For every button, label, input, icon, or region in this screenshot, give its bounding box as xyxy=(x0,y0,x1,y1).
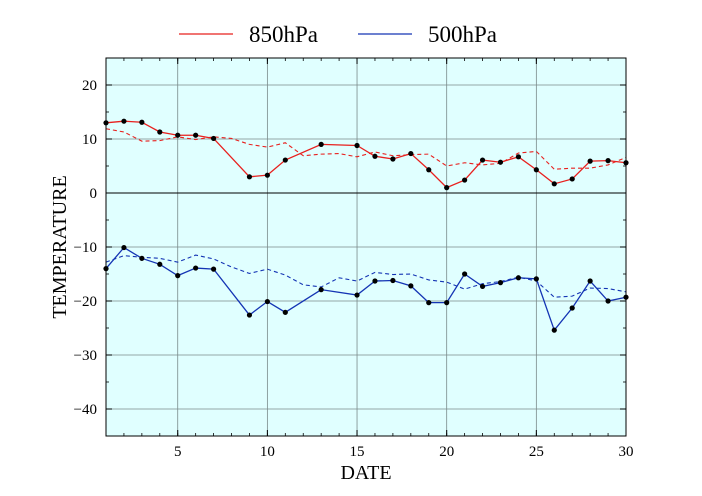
x-tick-label: 5 xyxy=(174,444,182,460)
series-850hpa-point xyxy=(121,118,127,124)
legend-label-500hpa: 500hPa xyxy=(428,22,497,47)
series-850hpa-point xyxy=(318,141,324,147)
y-tick-label: 20 xyxy=(82,78,97,94)
series-500hpa-point xyxy=(193,265,199,271)
series-500hpa-point xyxy=(497,280,504,286)
series-850hpa-point xyxy=(515,154,522,160)
series-850hpa-point xyxy=(264,172,270,178)
series-500hpa-point xyxy=(569,305,575,311)
series-850hpa-point xyxy=(569,176,575,182)
series-850hpa-point xyxy=(390,156,396,162)
series-850hpa-point xyxy=(426,167,432,173)
series-500hpa-point xyxy=(318,287,324,293)
series-500hpa-point xyxy=(139,255,145,261)
series-500hpa-point xyxy=(210,266,217,272)
series-500hpa-point xyxy=(175,273,181,279)
axis-ticks xyxy=(105,57,627,437)
series-500hpa-point xyxy=(605,298,611,304)
series-850hpa-point xyxy=(408,150,414,157)
y-tick-label: −10 xyxy=(74,240,97,256)
series-850hpa-point xyxy=(462,177,468,183)
series-500hpa-point xyxy=(533,276,539,282)
series-850hpa-point xyxy=(193,132,199,138)
series-850hpa-point xyxy=(210,135,217,142)
series-500hpa-point xyxy=(587,278,593,284)
x-tick-label: 30 xyxy=(619,444,634,460)
series-850hpa-point xyxy=(497,159,504,165)
series-500hpa-point xyxy=(372,278,378,284)
series-500hpa-point xyxy=(121,244,127,251)
series-850hpa-point xyxy=(282,157,288,163)
series-850hpa-point xyxy=(479,157,486,163)
series-500hpa-point xyxy=(444,300,450,306)
series-500hpa-reference-line xyxy=(105,254,627,298)
series-850hpa-point xyxy=(551,181,557,187)
series-500hpa-point xyxy=(408,283,414,289)
series-500hpa-point xyxy=(264,298,270,305)
series-850hpa-point xyxy=(354,142,360,149)
y-axis-label: TEMPERATURE xyxy=(49,175,71,318)
x-tick-label: 20 xyxy=(439,444,454,460)
x-tick-label: 25 xyxy=(529,444,544,460)
series-layer xyxy=(103,118,629,333)
y-tick-label: −40 xyxy=(74,402,97,418)
series-850hpa-point xyxy=(372,153,378,159)
series-850hpa-point xyxy=(444,185,450,191)
series-500hpa-point xyxy=(462,271,468,277)
series-850hpa-point xyxy=(157,129,163,135)
series-500hpa-point xyxy=(246,312,253,318)
series-500hpa-point xyxy=(390,277,396,284)
series-850hpa-point xyxy=(246,174,253,180)
series-500hpa-point xyxy=(282,309,288,315)
series-500hpa-point xyxy=(551,327,557,333)
y-tick-label: −30 xyxy=(74,348,97,364)
series-500hpa-point xyxy=(354,292,360,298)
y-tick-label: 10 xyxy=(82,132,97,148)
x-axis-label: DATE xyxy=(340,462,391,484)
tick-labels: 5 10 15 20 25 30 −40 −30 −20 −10 0 10 20 xyxy=(74,78,634,460)
series-500hpa-point xyxy=(515,275,522,281)
series-500hpa-point xyxy=(426,300,432,306)
y-tick-label: −20 xyxy=(74,294,97,310)
series-850hpa-point xyxy=(175,132,181,138)
legend: 850hPa 500hPa xyxy=(179,22,497,47)
series-850hpa-point xyxy=(587,158,593,164)
series-850hpa-reference-line xyxy=(105,128,627,170)
series-850hpa-point xyxy=(605,158,611,164)
legend-label-850hpa: 850hPa xyxy=(249,22,318,47)
x-tick-label: 15 xyxy=(350,444,365,460)
y-tick-label: 0 xyxy=(90,186,98,202)
x-tick-label: 10 xyxy=(260,444,275,460)
series-500hpa-point xyxy=(479,283,486,290)
series-850hpa-point xyxy=(533,167,539,173)
series-850hpa-point xyxy=(139,119,145,125)
series-500hpa-point xyxy=(157,261,163,267)
